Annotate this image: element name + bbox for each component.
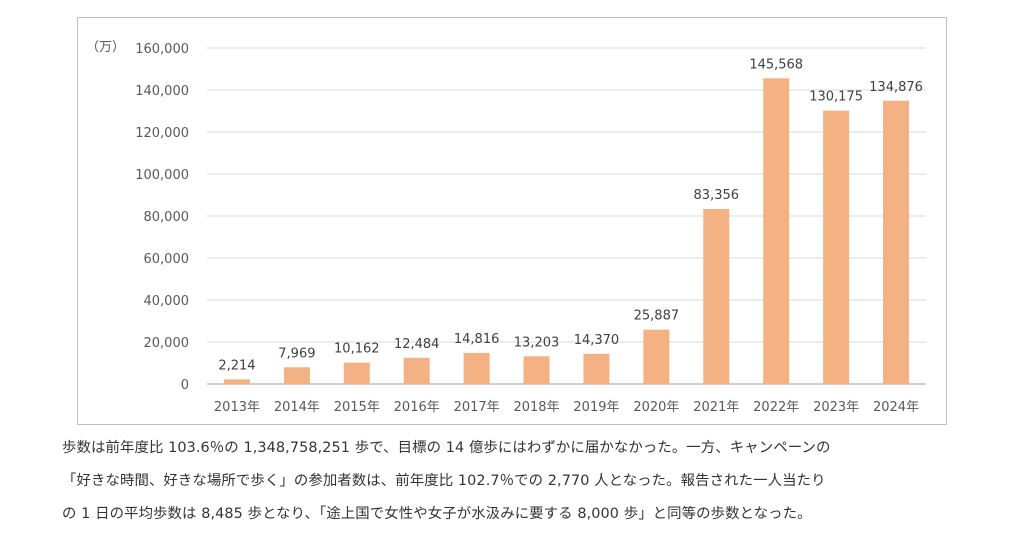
data-label: 134,876 — [869, 80, 923, 95]
data-label: 14,370 — [574, 333, 620, 348]
x-tick-label: 2016年 — [394, 400, 440, 415]
data-labels: 2,214 7,969 10,162 12,484 14,816 13,203 14,370… — [218, 57, 923, 373]
bar-2022年 — [763, 78, 790, 385]
chart-frame: （万） 0 20,000 40,000 60,000 80,000 100,000 120,… — [77, 17, 947, 425]
x-tick-label: 2017年 — [454, 400, 500, 415]
data-label: 13,203 — [514, 335, 560, 350]
x-tick-label: 2013年 — [214, 400, 260, 415]
y-tick-label: 40,000 — [144, 294, 190, 309]
x-tick-label: 2014年 — [274, 400, 320, 415]
y-tick-label: 20,000 — [144, 336, 190, 351]
y-tick-label: 0 — [181, 378, 189, 393]
caption-line-1: 歩数は前年度比 103.6％の 1,348,758,251 歩で、目標の 14 … — [62, 440, 831, 456]
gridlines — [207, 47, 926, 385]
bar-2014年 — [283, 367, 310, 384]
y-tick-label: 120,000 — [135, 126, 189, 141]
y-unit-label: （万） — [86, 40, 125, 55]
y-tick-label: 100,000 — [135, 168, 189, 183]
y-tick-label: 80,000 — [144, 210, 190, 225]
data-label: 2,214 — [218, 358, 255, 373]
x-tick-label: 2018年 — [513, 400, 559, 415]
caption-line-3: の 1 日の平均歩数は 8,485 歩となり、「途上国で女性や女子が水汲みに要す… — [62, 506, 812, 522]
data-label: 145,568 — [749, 57, 803, 72]
caption-text: 歩数は前年度比 103.6％の 1,348,758,251 歩で、目標の 14 … — [62, 432, 1012, 531]
y-axis-ticks: 0 20,000 40,000 60,000 80,000 100,000 120,000 1… — [135, 42, 189, 393]
data-label: 12,484 — [394, 337, 440, 352]
bar-2023年 — [823, 110, 850, 384]
bar-2015年 — [343, 362, 370, 384]
data-label: 7,969 — [278, 346, 315, 361]
data-label: 130,175 — [809, 90, 863, 105]
bar-2020年 — [643, 329, 670, 384]
bar-2018年 — [523, 356, 550, 384]
bars — [223, 78, 910, 385]
bar-2024年 — [883, 100, 910, 384]
bar-2021年 — [703, 208, 730, 384]
data-label: 25,887 — [634, 309, 680, 324]
bar-chart: （万） 0 20,000 40,000 60,000 80,000 100,000 120,… — [86, 40, 926, 415]
y-tick-label: 60,000 — [144, 252, 190, 267]
bar-2019年 — [583, 353, 610, 384]
data-label: 83,356 — [694, 188, 740, 203]
x-tick-label: 2022年 — [753, 400, 799, 415]
caption-line-2: 「好きな時間、好きな場所で歩く」の参加者数は、前年度比 102.7％での 2,7… — [62, 473, 826, 489]
x-tick-label: 2019年 — [573, 400, 619, 415]
bar-2016年 — [403, 357, 430, 384]
x-axis-ticks: 2013年 2014年 2015年 2016年 2017年 2018年 2019年 2020年… — [214, 400, 919, 415]
x-tick-label: 2023年 — [813, 400, 859, 415]
bar-2013年 — [223, 379, 250, 384]
y-tick-label: 160,000 — [135, 42, 189, 57]
y-tick-label: 140,000 — [135, 84, 189, 99]
data-label: 14,816 — [454, 332, 500, 347]
x-tick-label: 2020年 — [633, 400, 679, 415]
bar-2017年 — [463, 352, 490, 384]
data-label: 10,162 — [334, 342, 380, 357]
x-tick-label: 2024年 — [873, 400, 919, 415]
x-tick-label: 2021年 — [693, 400, 739, 415]
x-tick-label: 2015年 — [334, 400, 380, 415]
